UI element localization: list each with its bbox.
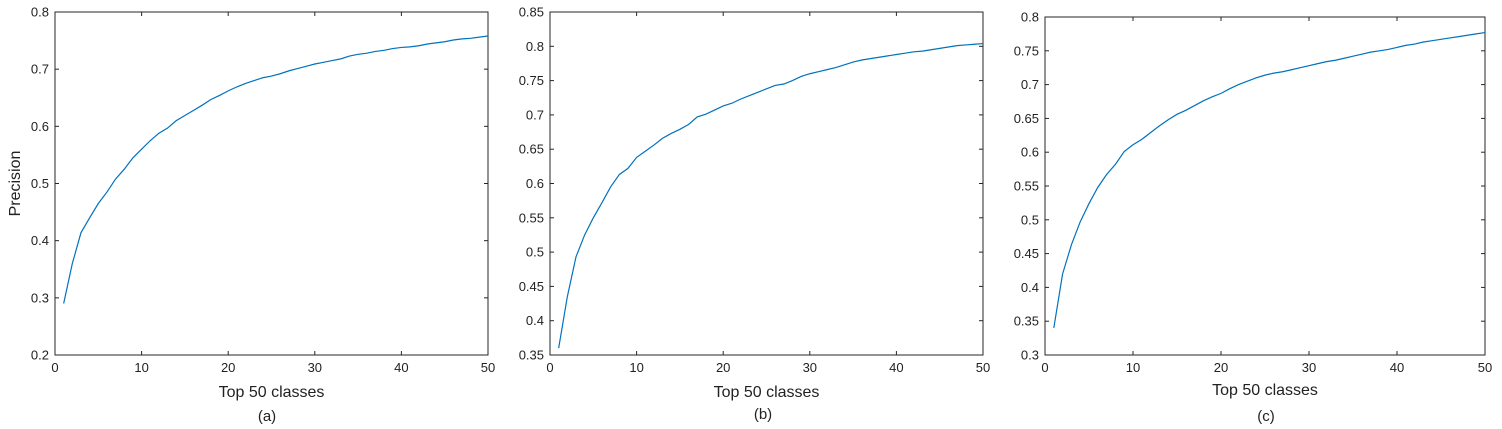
y-tick-label: 0.8	[31, 5, 49, 20]
x-tick-label: 0	[51, 360, 58, 375]
x-tick-label: 0	[546, 360, 553, 375]
x-tick-label: 40	[394, 360, 408, 375]
y-tick-label: 0.6	[526, 176, 544, 191]
x-tick-label: 40	[1390, 360, 1404, 375]
y-tick-label: 0.35	[519, 348, 544, 363]
y-tick-label: 0.4	[526, 313, 544, 328]
y-tick-label: 0.5	[31, 176, 49, 191]
y-tick-label: 0.8	[1021, 10, 1039, 25]
y-axis-label: Precision	[7, 151, 24, 217]
x-tick-label: 10	[134, 360, 148, 375]
panel-caption: (a)	[258, 408, 276, 425]
x-tick-label: 40	[889, 360, 903, 375]
y-tick-label: 0.6	[1021, 145, 1039, 160]
x-axis-label: Top 50 classes	[219, 384, 325, 401]
series-line	[63, 35, 489, 304]
y-tick-label: 0.85	[519, 5, 544, 20]
x-tick-label: 0	[1041, 360, 1048, 375]
chart-panel: 0 10 20 30 40 50 0.35 0.4 0.45 0.5 0.55 0.6 0.65 0.7 0…	[519, 5, 991, 424]
y-tick-label: 0.7	[31, 62, 49, 77]
y-tick-label: 0.5	[526, 245, 544, 260]
y-tick-label: 0.65	[1014, 111, 1039, 126]
y-tick-label: 0.6	[31, 119, 49, 134]
axes-box	[1044, 16, 1486, 356]
y-tick-label: 0.55	[519, 210, 544, 225]
x-tick-label: 30	[1302, 360, 1316, 375]
x-tick-label: 10	[629, 360, 643, 375]
y-tick-label: 0.7	[526, 107, 544, 122]
x-tick-label: 50	[976, 360, 990, 375]
y-tick-label: 0.4	[31, 233, 49, 248]
y-tick-label: 0.5	[1021, 212, 1039, 227]
y-tick-label: 0.3	[31, 290, 49, 305]
panel-caption: (c)	[1257, 408, 1275, 425]
axes-box	[549, 11, 984, 356]
x-tick-label: 20	[221, 360, 235, 375]
y-tick-label: 0.7	[1021, 77, 1039, 92]
x-tick-label: 50	[481, 360, 495, 375]
y-tick-label: 0.75	[519, 73, 544, 88]
x-tick-label: 30	[308, 360, 322, 375]
series-line	[558, 42, 984, 349]
x-tick-label: 20	[716, 360, 730, 375]
chart-panel: 0 10 20 30 40 50 0.2 0.3 0.4 0.5 0.6 0.7 0.8 Top 50 c…	[7, 5, 495, 426]
y-tick-label: 0.35	[1014, 314, 1039, 329]
y-tick-label: 0.65	[519, 142, 544, 157]
x-tick-label: 10	[1126, 360, 1140, 375]
chart-panel: 0 10 20 30 40 50 0.3 0.35 0.4 0.45 0.5 0.55 0.6 0.65 0…	[1014, 10, 1493, 426]
y-tick-label: 0.2	[31, 348, 49, 363]
y-tick-label: 0.55	[1014, 179, 1039, 194]
panel-caption: (b)	[754, 406, 772, 423]
y-tick-label: 0.45	[519, 279, 544, 294]
x-tick-label: 30	[803, 360, 817, 375]
x-axis-label: Top 50 classes	[714, 384, 820, 401]
y-tick-label: 0.4	[1021, 280, 1039, 295]
y-tick-label: 0.75	[1014, 43, 1039, 58]
series-line	[1053, 31, 1486, 329]
x-axis-label: Top 50 classes	[1212, 382, 1318, 399]
x-tick-label: 50	[1478, 360, 1492, 375]
y-tick-label: 0.3	[1021, 348, 1039, 363]
y-tick-label: 0.8	[526, 39, 544, 54]
axes-box	[54, 11, 489, 356]
x-tick-label: 20	[1214, 360, 1228, 375]
y-tick-label: 0.45	[1014, 246, 1039, 261]
